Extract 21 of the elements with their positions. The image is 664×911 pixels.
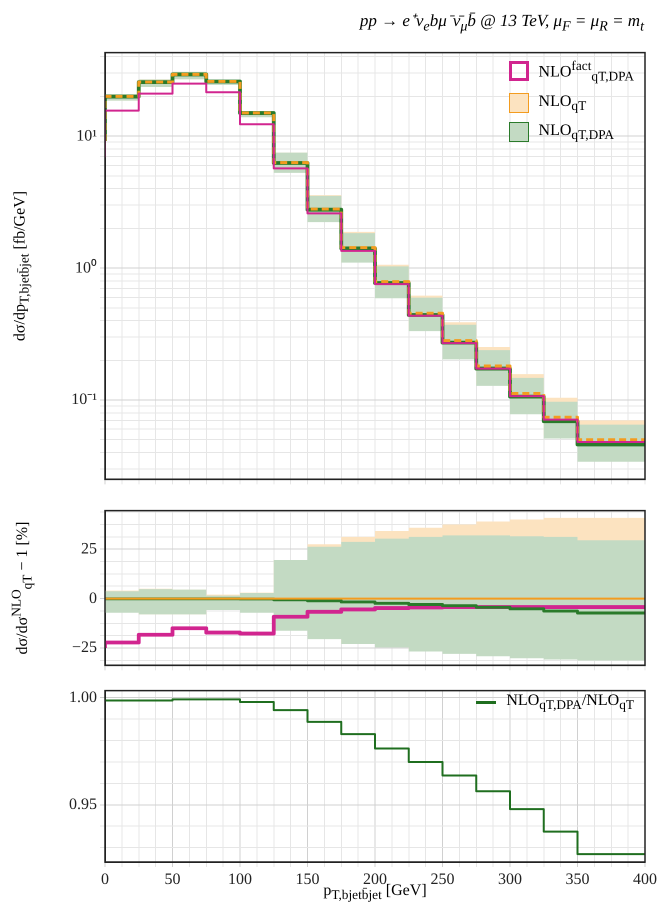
legend-label: NLO$_{qT}$ xyxy=(538,92,586,114)
x-tick-label: 400 xyxy=(633,870,657,888)
y-tick-label: 10¹ xyxy=(76,127,98,144)
y-tick-label: 10⁻¹ xyxy=(71,391,98,408)
y-tick-label: 0 xyxy=(89,590,97,607)
x-tick-label: 350 xyxy=(566,870,590,888)
x-tick-label: 150 xyxy=(296,870,320,888)
x-tick-label: 250 xyxy=(430,870,454,888)
y-tick-label: 10⁰ xyxy=(75,258,97,276)
y-tick-label: 25 xyxy=(81,540,97,558)
y-tick-label: −25 xyxy=(72,639,97,656)
y-tick-label: 0.95 xyxy=(69,796,97,813)
x-tick-label: 300 xyxy=(498,870,522,888)
x-tick-label: 100 xyxy=(228,870,252,888)
x-tick-label: 0 xyxy=(101,870,109,888)
y-tick-label: 1.00 xyxy=(69,688,97,706)
x-tick-label: 50 xyxy=(164,870,180,888)
legend-label: NLO$_{qT,DPA}$ xyxy=(538,122,614,143)
legend-label: NLO$_{qT,DPA}$/NLO$_{qT}$ xyxy=(506,692,634,714)
chart-title: pp → e⁺ν$_{e}$bμ⁻ν̄$_{μ}$b̄ @ 13 TeV, μ$_{F}$ = μ$_{R}$ = m$_{t}$ xyxy=(360,11,644,34)
x-tick-label: 200 xyxy=(363,870,387,888)
